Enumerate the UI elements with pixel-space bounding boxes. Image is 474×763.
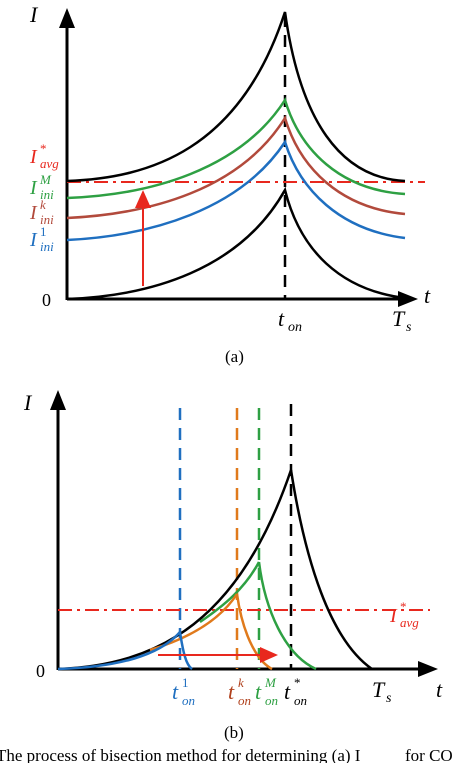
panel-b-origin-label: 0 [36,661,45,681]
panel-a-level-1: I 1 ini [29,224,54,254]
panel-a-ton-label: t on [278,306,302,335]
panel-b-y-arrow [50,390,66,410]
panel-b-fall-blue [178,631,193,671]
svg-text:t: t [284,679,291,704]
svg-text:ini: ini [40,239,54,254]
figure-caption: The process of bisection method for dete… [0,746,453,763]
svg-text:1: 1 [182,675,189,690]
panel-b-red-arrow-head [260,647,278,663]
panel-a-y-label: I [29,2,39,27]
panel-b-x-arrow [418,661,438,677]
panel-a-y-arrow [59,8,75,28]
svg-text:1: 1 [40,224,47,239]
svg-text:M: M [264,675,277,690]
svg-text:*: * [40,141,47,156]
svg-text:I: I [29,202,38,224]
panel-a-curve-bottom [66,186,406,301]
panel-b-rise-blue [57,631,181,671]
panel-a-x-arrow [398,291,418,307]
panel-a-level-k: I k ini [29,197,54,227]
svg-text:on: on [182,693,195,708]
svg-text:on: on [238,693,251,708]
panel-b-tonm-label: t M on [255,675,278,708]
panel-a-ts-label: T s [392,306,412,335]
panel-a-origin-label: 0 [42,290,51,310]
panel-a-curve-k [66,114,406,220]
svg-text:k: k [238,675,244,690]
svg-text:*: * [400,599,407,614]
svg-text:on: on [288,320,302,335]
panel-b: I 0 t I * avg t 1 on t k on t M on t * o… [23,390,443,742]
panel-a-curve-1 [66,139,406,242]
panel-a-level-avg: I * avg [29,141,59,171]
panel-b-ts-label: T s [372,677,392,706]
svg-text:I: I [29,146,38,168]
svg-text:avg: avg [400,615,419,630]
svg-text:ini: ini [40,187,54,202]
panel-b-x-label: t [436,677,443,702]
svg-text:I: I [29,177,38,199]
panel-a-level-m: I M ini [29,172,54,202]
svg-text:t: t [228,679,235,704]
panel-b-rise-green [199,561,261,624]
svg-text:t: t [255,679,262,704]
svg-text:s: s [406,320,412,335]
svg-text:The process of bisection metho: The process of bisection method for dete… [0,746,361,763]
svg-text:T: T [392,306,406,331]
panel-b-fall-orange [235,593,273,671]
panel-a-caption: (a) [225,347,244,366]
panel-b-avg-label: I * avg [389,599,419,630]
panel-b-fall-black [289,469,373,671]
panel-b-tonstar-label: t * on [284,675,307,708]
svg-text:ini: ini [40,212,54,227]
svg-text:T: T [372,677,386,702]
panel-a-curve-top [66,11,406,183]
svg-text:on: on [294,693,307,708]
svg-text:s: s [386,691,392,706]
svg-text:M: M [39,172,52,187]
panel-b-fall-green [257,561,317,671]
panel-a-red-arrow-head [135,190,151,208]
panel-b-tonk-label: t k on [228,675,251,708]
panel-b-ton1-label: t 1 on [172,675,195,708]
svg-text:*: * [294,675,301,690]
panel-b-rise-orange [149,593,239,652]
svg-text:I: I [389,605,398,627]
svg-text:t: t [278,306,285,331]
svg-text:for CO: for CO [405,746,453,763]
svg-text:I: I [29,229,38,251]
svg-text:k: k [40,197,46,212]
panel-a-curve-m [66,97,406,200]
panel-b-y-label: I [23,390,33,415]
svg-text:t: t [172,679,179,704]
panel-b-caption: (b) [224,723,244,742]
panel-a: I 0 t t on T s I * avg I M ini I k ini I… [29,2,431,366]
panel-a-x-label: t [424,283,431,308]
svg-text:on: on [265,693,278,708]
svg-text:avg: avg [40,156,59,171]
